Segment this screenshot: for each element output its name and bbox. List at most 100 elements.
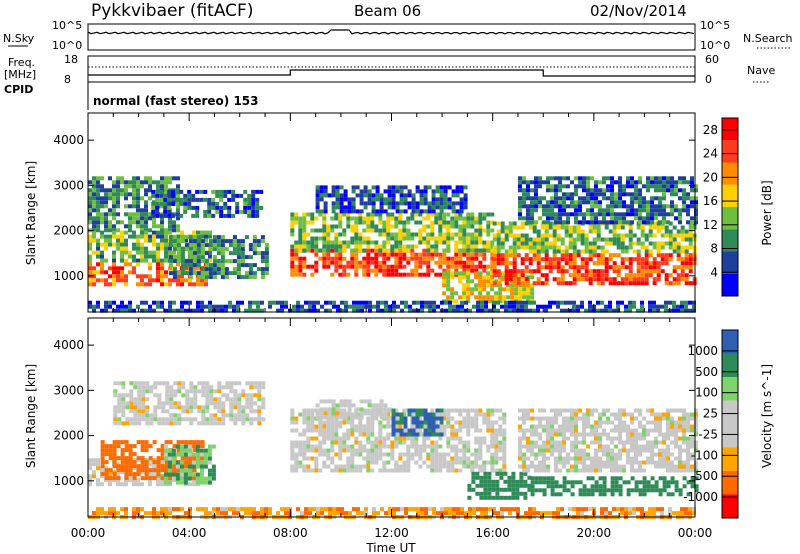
velocity-cell bbox=[470, 420, 475, 425]
power-cell bbox=[582, 216, 586, 221]
velocity-cell bbox=[358, 452, 363, 457]
velocity-cell bbox=[128, 464, 133, 469]
power-cell bbox=[526, 196, 530, 201]
power-cell bbox=[459, 185, 464, 190]
velocity-cell bbox=[430, 464, 435, 469]
velocity-cell bbox=[383, 407, 388, 412]
velocity-cell bbox=[450, 408, 455, 413]
power-cell bbox=[414, 272, 419, 277]
power-cell bbox=[694, 204, 698, 209]
velocity-cell bbox=[290, 420, 295, 425]
power-cell bbox=[108, 238, 112, 243]
power-cell bbox=[302, 256, 307, 261]
power-cell bbox=[684, 249, 689, 254]
power-cell bbox=[116, 270, 120, 275]
power-cell bbox=[496, 308, 500, 313]
power-cell bbox=[223, 189, 228, 194]
power-cell bbox=[474, 275, 479, 280]
power-cell bbox=[502, 295, 507, 300]
power-cell bbox=[112, 224, 116, 229]
power-cell bbox=[576, 269, 581, 274]
power-cell bbox=[407, 193, 412, 198]
velocity-cell bbox=[144, 472, 149, 477]
power-cell bbox=[466, 224, 471, 229]
velocity-cell bbox=[414, 444, 419, 449]
velocity-cell bbox=[330, 424, 335, 429]
velocity-cell bbox=[339, 415, 344, 420]
power-cell bbox=[572, 257, 577, 262]
power-cell bbox=[610, 184, 614, 189]
power-cell bbox=[192, 230, 196, 235]
power-cell bbox=[375, 185, 380, 190]
power-cell bbox=[171, 193, 176, 198]
power-cell bbox=[338, 232, 343, 237]
velocity-cell bbox=[137, 397, 142, 402]
velocity-cell bbox=[298, 452, 303, 457]
power-cell bbox=[168, 239, 173, 244]
power-cell bbox=[236, 243, 241, 248]
power-cell bbox=[96, 216, 100, 221]
power-cell bbox=[578, 212, 582, 217]
power-cell bbox=[556, 269, 561, 274]
power-cell bbox=[580, 273, 585, 278]
power-cell bbox=[395, 205, 400, 210]
power-cell bbox=[435, 197, 440, 202]
power-cell bbox=[228, 259, 233, 264]
velocity-cell bbox=[442, 432, 447, 437]
power-cell bbox=[294, 248, 299, 253]
power-cell bbox=[512, 304, 516, 309]
power-cell bbox=[394, 220, 399, 225]
power-cell bbox=[458, 279, 463, 284]
power-cell bbox=[478, 212, 483, 217]
power-cell bbox=[616, 300, 620, 305]
velocity-cell bbox=[487, 487, 492, 492]
power-cell bbox=[690, 184, 694, 189]
power-cell bbox=[544, 241, 549, 246]
velocity-cell bbox=[350, 444, 355, 449]
power-cell bbox=[124, 274, 128, 279]
power-cell bbox=[466, 256, 471, 261]
velocity-cell bbox=[354, 452, 359, 457]
velocity-cell bbox=[434, 444, 439, 449]
power-cell bbox=[208, 308, 212, 313]
power-cell bbox=[379, 205, 384, 210]
velocity-cell bbox=[670, 476, 675, 481]
velocity-cell bbox=[160, 476, 165, 481]
velocity-cell bbox=[179, 444, 184, 449]
power-cell bbox=[280, 300, 284, 305]
power-cell bbox=[362, 240, 367, 245]
power-cell bbox=[200, 251, 205, 256]
power-cell bbox=[268, 304, 272, 309]
power-cell bbox=[168, 216, 172, 221]
velocity-cell bbox=[362, 464, 367, 469]
power-cell bbox=[490, 271, 495, 276]
power-cell bbox=[192, 308, 196, 313]
velocity-cell bbox=[662, 488, 667, 493]
power-cell bbox=[466, 287, 471, 292]
velocity-cell bbox=[175, 444, 180, 449]
power-cell bbox=[450, 220, 455, 225]
power-cell bbox=[298, 236, 303, 241]
velocity-cell bbox=[458, 412, 463, 417]
power-cell bbox=[588, 269, 593, 274]
velocity-cell bbox=[145, 421, 150, 426]
velocity-cell bbox=[249, 385, 254, 390]
power-cell bbox=[402, 252, 407, 257]
power-cell bbox=[255, 205, 260, 210]
velocity-cell bbox=[205, 417, 210, 422]
power-cell bbox=[614, 220, 618, 225]
velocity-cell bbox=[335, 411, 340, 416]
power-cell bbox=[508, 221, 513, 226]
power-cell bbox=[634, 200, 638, 205]
power-cell bbox=[160, 216, 164, 221]
power-cell bbox=[248, 243, 253, 248]
power-cell bbox=[398, 244, 403, 249]
power-cell bbox=[183, 201, 188, 206]
power-cell bbox=[680, 233, 685, 238]
power-cell bbox=[354, 240, 359, 245]
velocity-cell bbox=[614, 484, 619, 489]
power-cell bbox=[155, 213, 160, 218]
power-cell bbox=[588, 281, 593, 286]
velocity-cell bbox=[390, 440, 395, 445]
velocity-cell bbox=[294, 464, 299, 469]
